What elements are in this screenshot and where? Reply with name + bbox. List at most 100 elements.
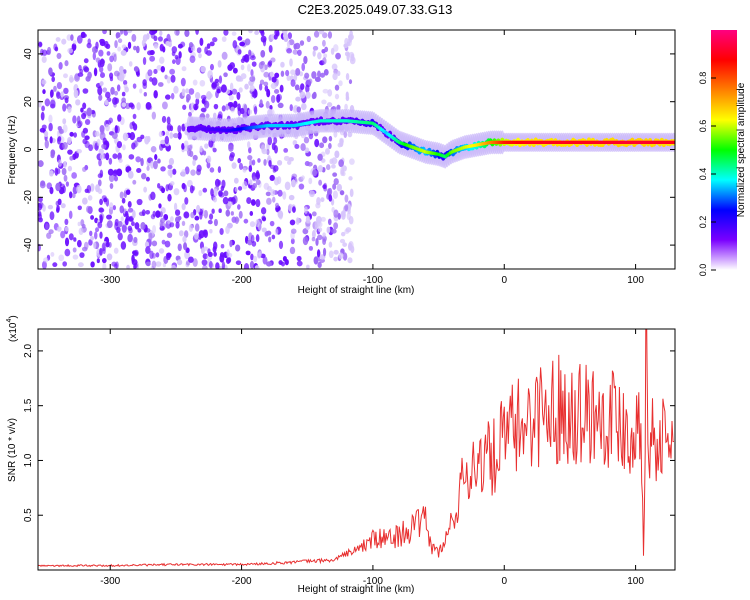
noise-speckle: [311, 229, 316, 239]
noise-speckle: [116, 226, 121, 234]
noise-speckle: [330, 47, 335, 55]
noise-speckle: [255, 219, 260, 228]
noise-speckle: [99, 153, 105, 160]
colorbar-gradient: [711, 30, 737, 270]
noise-speckle: [185, 88, 190, 94]
noise-speckle: [46, 182, 52, 190]
noise-speckle: [96, 138, 101, 147]
noise-speckle: [170, 264, 177, 269]
noise-speckle: [219, 227, 224, 235]
noise-speckle: [63, 73, 68, 79]
noise-speckle: [349, 158, 355, 165]
noise-speckle: [164, 135, 170, 145]
noise-speckle: [253, 106, 258, 115]
noise-speckle: [40, 111, 45, 121]
noise-speckle: [95, 41, 99, 50]
noise-speckle: [316, 234, 323, 241]
noise-speckle: [349, 188, 354, 198]
noise-speckle: [160, 139, 166, 145]
noise-speckle: [44, 139, 49, 149]
noise-speckle: [278, 260, 283, 265]
noise-speckle: [78, 227, 84, 236]
noise-speckle: [109, 76, 114, 82]
noise-speckle: [243, 263, 250, 269]
noise-speckle: [248, 165, 253, 173]
noise-speckle: [184, 197, 189, 205]
noise-speckle: [112, 97, 118, 105]
noise-speckle: [72, 254, 79, 260]
noise-speckle: [319, 72, 326, 78]
noise-speckle: [104, 99, 109, 106]
noise-speckle: [308, 78, 313, 85]
noise-speckle: [127, 207, 134, 213]
noise-speckle: [332, 72, 338, 81]
noise-speckle: [158, 131, 163, 138]
noise-speckle: [270, 82, 277, 90]
noise-speckle: [49, 89, 54, 99]
noise-speckle: [118, 158, 123, 163]
noise-speckle: [160, 166, 166, 172]
noise-speckle: [111, 132, 118, 140]
noise-speckle: [99, 169, 104, 178]
noise-speckle: [200, 65, 206, 73]
noise-speckle: [191, 46, 196, 52]
noise-speckle: [223, 30, 229, 36]
noise-speckle: [194, 92, 201, 100]
noise-speckle: [126, 30, 133, 34]
noise-speckle: [44, 130, 49, 138]
noise-speckle: [239, 41, 246, 47]
noise-speckle: [227, 101, 234, 107]
noise-speckle: [56, 91, 61, 99]
noise-speckle: [325, 164, 331, 171]
noise-speckle: [196, 204, 201, 213]
noise-speckle: [231, 162, 237, 169]
noise-speckle: [147, 50, 153, 56]
noise-speckle: [194, 223, 200, 232]
noise-speckle: [250, 234, 255, 244]
noise-speckle: [68, 233, 74, 241]
noise-speckle: [323, 68, 329, 76]
noise-speckle: [41, 105, 45, 112]
noise-speckle: [109, 55, 114, 63]
noise-speckle: [175, 221, 180, 229]
noise-speckle: [218, 190, 223, 197]
noise-speckle: [245, 250, 251, 256]
noise-speckle: [196, 164, 202, 172]
noise-speckle: [64, 218, 69, 226]
noise-speckle: [122, 144, 126, 151]
noise-speckle: [106, 220, 113, 229]
noise-speckle: [273, 88, 280, 94]
noise-speckle: [318, 179, 323, 186]
noise-speckle: [291, 173, 298, 179]
noise-speckle: [177, 131, 182, 140]
noise-speckle: [346, 52, 350, 62]
noise-speckle: [152, 224, 157, 234]
noise-speckle: [217, 166, 222, 174]
noise-speckle: [142, 79, 147, 87]
noise-speckle: [290, 228, 297, 234]
noise-speckle: [336, 183, 343, 192]
noise-speckle: [67, 106, 72, 113]
noise-speckle: [108, 173, 115, 183]
noise-speckle: [95, 57, 101, 63]
noise-speckle: [119, 191, 124, 199]
noise-speckle: [238, 162, 244, 170]
noise-speckle: [277, 159, 283, 166]
y-tick-label: -20: [23, 190, 34, 205]
noise-speckle: [169, 181, 175, 186]
noise-speckle: [116, 84, 121, 92]
noise-speckle: [50, 152, 55, 159]
noise-speckle: [252, 176, 257, 182]
noise-speckle: [171, 46, 178, 54]
noise-speckle: [181, 88, 186, 97]
noise-speckle: [238, 87, 243, 93]
noise-speckle: [292, 105, 299, 114]
noise-speckle: [131, 33, 137, 42]
noise-speckle: [112, 205, 117, 211]
noise-speckle: [117, 114, 122, 122]
noise-speckle: [237, 77, 244, 82]
noise-speckle: [141, 209, 146, 217]
noise-speckle: [114, 218, 119, 227]
noise-speckle: [322, 232, 326, 238]
noise-speckle: [348, 240, 354, 250]
